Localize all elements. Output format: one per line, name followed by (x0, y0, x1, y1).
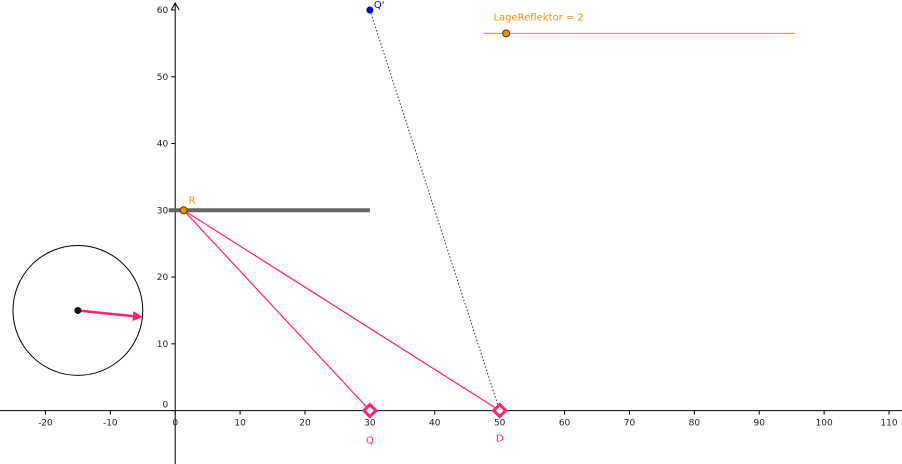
direction-circle[interactable] (12, 245, 144, 376)
x-tick-label: 30 (364, 419, 376, 429)
y-tick-label: 20 (157, 273, 169, 283)
y-tick-label: 40 (157, 140, 169, 150)
x-tick-label: 110 (880, 419, 897, 429)
circle-outline (12, 245, 144, 376)
y-tick-label: 10 (157, 340, 169, 350)
arrowhead-icon (132, 311, 143, 322)
y-tick-label: 0 (162, 401, 168, 411)
point-q-diamond-icon[interactable] (361, 402, 379, 419)
point-q-label: Q (366, 436, 374, 447)
light-rays (183, 209, 500, 412)
x-tick-label: 60 (559, 419, 571, 429)
x-axis-ticks: -20 -10 0 10 20 30 40 50 60 70 80 90 100 110 (38, 410, 898, 429)
x-tick-label: 90 (754, 419, 766, 429)
q-prime-to-d-dotted-line (369, 9, 501, 411)
point-r-marker[interactable] (179, 206, 188, 215)
point-d-diamond-icon[interactable] (491, 402, 508, 419)
lage-reflektor-slider[interactable]: LageReflektor = 2 (483, 12, 795, 38)
x-tick-label: 100 (816, 419, 833, 429)
x-tick-label: 20 (299, 419, 311, 429)
y-tick-label: 60 (157, 6, 169, 16)
point-q[interactable]: Q (361, 402, 379, 447)
x-tick-label: 10 (234, 419, 246, 429)
point-q-prime[interactable]: Q' (366, 0, 385, 14)
y-axis-ticks: 0 10 20 30 40 50 60 (157, 6, 176, 412)
y-axis-arrow-icon (170, 1, 180, 11)
point-d-label: D (496, 434, 504, 445)
x-tick-label: 50 (494, 419, 506, 429)
ray-r-q (183, 209, 371, 411)
x-tick-label: 70 (624, 419, 636, 429)
ray-r-d (183, 209, 500, 412)
direction-arrow[interactable] (77, 309, 133, 318)
x-tick-label: 80 (689, 419, 701, 429)
x-tick-label: -20 (38, 419, 53, 429)
point-d[interactable]: D (491, 402, 508, 445)
circle-center-point[interactable] (74, 306, 82, 314)
point-r-label: R (189, 195, 196, 206)
slider-label: LageReflektor = 2 (493, 12, 583, 23)
point-q-prime-label: Q' (374, 0, 385, 11)
point-r[interactable]: R (179, 195, 196, 215)
x-tick-label: -10 (103, 419, 118, 429)
y-tick-label: 50 (157, 73, 169, 83)
point-q-prime-marker[interactable] (366, 6, 374, 14)
slider-handle[interactable] (502, 29, 511, 38)
x-tick-label: 0 (172, 419, 178, 429)
x-tick-label: 40 (429, 419, 441, 429)
y-tick-label: 30 (157, 206, 169, 216)
